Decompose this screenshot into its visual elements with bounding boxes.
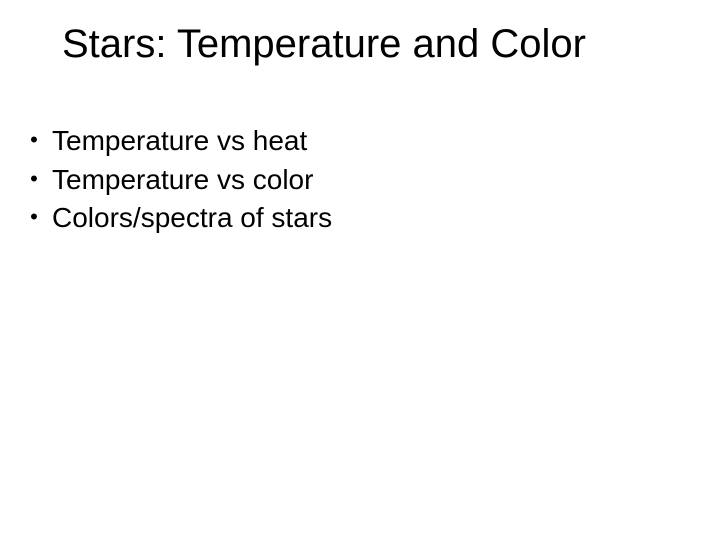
bullet-icon: • <box>20 124 48 156</box>
bullet-text: Temperature vs heat <box>52 124 307 158</box>
list-item: • Temperature vs heat <box>20 124 332 158</box>
bullet-icon: • <box>20 163 48 195</box>
bullet-icon: • <box>20 201 48 233</box>
list-item: • Temperature vs color <box>20 163 332 197</box>
bullet-text: Temperature vs color <box>52 163 313 197</box>
list-item: • Colors/spectra of stars <box>20 201 332 235</box>
slide-title: Stars: Temperature and Color <box>62 22 586 67</box>
bullet-text: Colors/spectra of stars <box>52 201 332 235</box>
bullet-list: • Temperature vs heat • Temperature vs c… <box>20 124 332 240</box>
